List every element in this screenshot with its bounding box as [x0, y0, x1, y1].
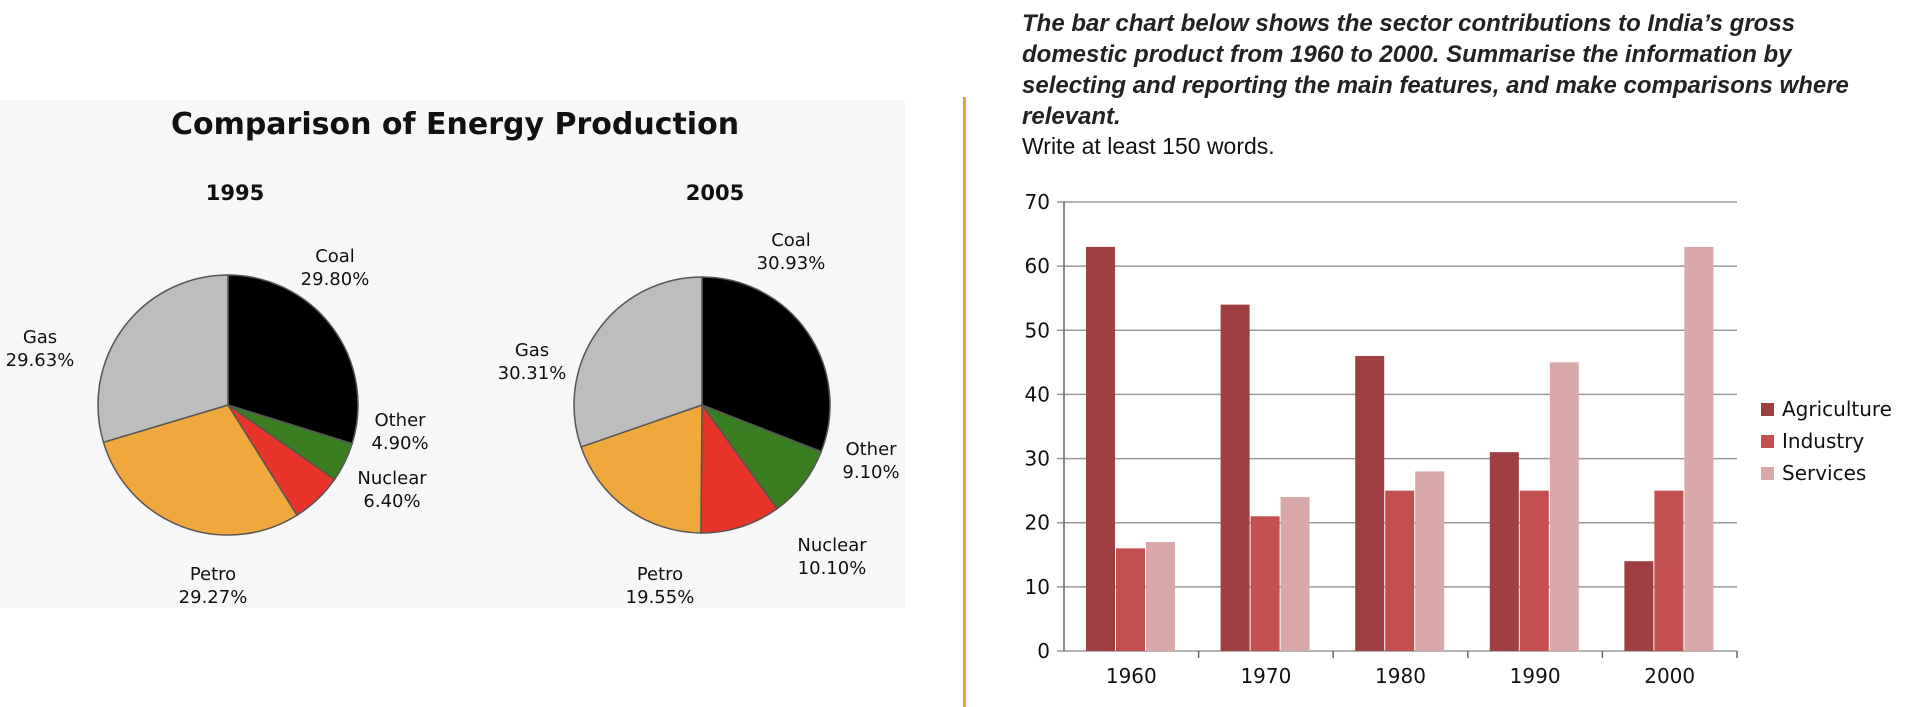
y-tick-70: 70 — [1025, 190, 1050, 214]
bar-services-1980 — [1415, 471, 1445, 651]
pie-1995-label-other: Other — [374, 410, 426, 431]
legend-label-industry: Industry — [1782, 429, 1864, 453]
pie-2005-value-petro: 19.55% — [626, 587, 695, 608]
bar-industry-2000 — [1654, 490, 1684, 651]
bar-industry-1990 — [1519, 490, 1549, 651]
gdp-bar-chart: 0 10 20 30 40 50 60 70 1960 1970 1980 1990 2000 Agric… — [1025, 190, 1892, 688]
y-tick-30: 30 — [1025, 447, 1050, 471]
pie-2005-slice-nuclear — [700, 402, 779, 534]
task-prompt: The bar chart below shows the sector con… — [1022, 10, 1849, 130]
pie-2005-value-gas: 30.31% — [498, 363, 567, 384]
bar-agriculture-2000 — [1624, 561, 1654, 651]
pie-1995-label-nuclear: Nuclear — [357, 468, 427, 489]
pie-1995-value-nuclear: 6.40% — [363, 491, 420, 512]
legend-label-agriculture: Agriculture — [1782, 397, 1892, 421]
bar-industry-1980 — [1385, 490, 1415, 651]
word-count-instruction: Write at least 150 words. — [1022, 133, 1275, 159]
pie-1995-slice-coal — [227, 274, 359, 445]
x-tick-1970: 1970 — [1240, 664, 1291, 688]
legend-label-services: Services — [1782, 461, 1866, 485]
x-tick-1980: 1980 — [1375, 664, 1426, 688]
bar-agriculture-1960 — [1086, 246, 1115, 651]
bar-services-1960 — [1146, 541, 1175, 651]
pie-2005-year: 2005 — [686, 181, 744, 205]
y-tick-60: 60 — [1025, 254, 1050, 278]
bar-industry-1970 — [1250, 516, 1280, 651]
pie-1995: Coal29.80%Other4.90%Nuclear6.40%Petro29.… — [6, 246, 429, 608]
pie-2005-label-nuclear: Nuclear — [797, 535, 867, 556]
legend-swatch-agriculture — [1761, 403, 1774, 416]
bar-services-2000 — [1684, 246, 1714, 651]
y-tick-20: 20 — [1025, 511, 1050, 535]
pie-1995-value-other: 4.90% — [371, 433, 428, 454]
pie-2005-slice-gas — [573, 276, 703, 448]
pie-2005-label-other: Other — [845, 439, 897, 460]
bar-services-1970 — [1280, 497, 1310, 651]
x-tick-1960: 1960 — [1106, 664, 1157, 688]
pie-2005-label-petro: Petro — [637, 564, 683, 585]
pie-2005-slice-coal — [701, 276, 831, 453]
bar-agriculture-1980 — [1355, 355, 1385, 651]
bar-services-1990 — [1549, 362, 1579, 651]
pie-2005-label-coal: Coal — [771, 230, 811, 251]
bar-industry-1960 — [1116, 548, 1145, 651]
pie-1995-label-petro: Petro — [190, 564, 236, 585]
bar-agriculture-1990 — [1489, 452, 1519, 651]
pie-2005-value-other: 9.10% — [842, 462, 899, 483]
legend-swatch-services — [1761, 467, 1774, 480]
pie-1995-label-coal: Coal — [315, 246, 355, 267]
pie-2005-label-gas: Gas — [515, 340, 549, 361]
x-tick-1990: 1990 — [1510, 664, 1561, 688]
pie-1995-slice-petro — [102, 404, 299, 536]
pie-1995-value-coal: 29.80% — [301, 269, 370, 290]
pie-chart-title: Comparison of Energy Production — [171, 107, 739, 142]
pie-1995-slice-gas — [97, 274, 229, 444]
pie-2005-value-nuclear: 10.10% — [798, 558, 867, 579]
legend-swatch-industry — [1761, 435, 1774, 448]
y-tick-50: 50 — [1025, 318, 1050, 342]
y-tick-10: 10 — [1025, 575, 1050, 599]
pie-2005-value-coal: 30.93% — [757, 253, 826, 274]
bar-agriculture-1970 — [1220, 304, 1250, 651]
x-tick-2000: 2000 — [1644, 664, 1695, 688]
pie-1995-label-gas: Gas — [23, 327, 57, 348]
pie-1995-year: 1995 — [206, 181, 264, 205]
pie-1995-value-petro: 29.27% — [179, 587, 248, 608]
y-tick-40: 40 — [1025, 382, 1050, 406]
panel-divider — [963, 97, 966, 707]
pie-1995-value-gas: 29.63% — [6, 350, 75, 371]
y-tick-0: 0 — [1037, 639, 1050, 663]
